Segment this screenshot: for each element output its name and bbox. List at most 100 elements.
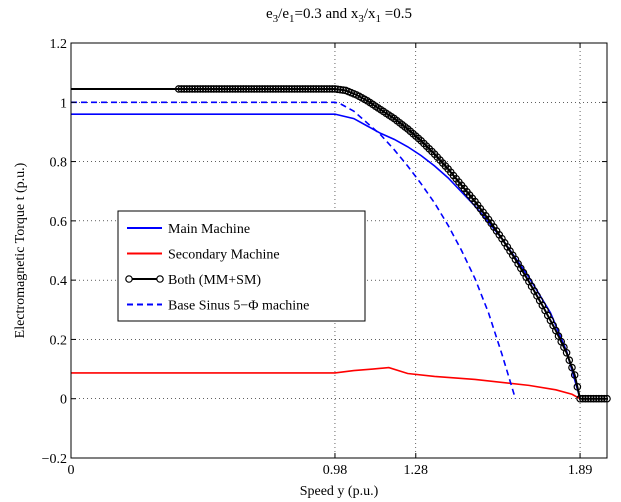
series-layer [71,85,611,403]
data-point-marker [183,85,191,93]
data-point-marker [258,85,267,93]
data-point-marker [185,85,194,93]
data-point-marker [223,85,232,93]
data-point-marker [589,394,598,403]
x-tick-label: 0 [68,463,75,478]
data-point-marker [312,85,320,93]
data-point-marker [301,85,310,93]
data-point-marker [578,394,587,403]
title-subscript: 3 [273,13,279,25]
x-tick-label: 1.89 [568,463,593,478]
data-point-marker [255,85,264,93]
y-tick-label: 1.2 [50,37,68,52]
legend-box [117,210,366,322]
data-point-marker [282,85,291,93]
data-point-marker [209,85,218,93]
data-point-marker [562,348,571,357]
title-subscript: 1 [376,13,382,25]
y-tick-label: 0.8 [50,156,68,171]
y-tick-label: 0.6 [50,215,68,230]
data-point-marker [253,85,261,93]
x-tick-label: 0.98 [323,463,348,478]
data-point-marker [323,85,331,93]
data-point-marker [290,85,299,93]
data-point-marker [218,85,226,93]
data-point-marker [277,85,285,93]
y-tick-label: −0.2 [42,452,67,467]
data-point-marker [320,85,328,93]
data-point-marker [199,85,207,93]
x-tick-label: 1.28 [404,463,429,478]
data-point-marker [304,85,312,93]
data-point-marker [271,85,280,93]
data-point-marker [317,85,326,93]
series-line-base-sinus-5-machine [71,101,517,399]
title-text-part: =0.5 [381,6,412,22]
data-point-marker [331,85,339,93]
y-tick-label: 1 [60,96,67,111]
data-point-marker [247,85,256,93]
data-point-marker [261,85,269,93]
data-point-marker [339,86,347,94]
data-point-marker [236,85,245,93]
data-point-marker [212,85,221,93]
data-point-marker [220,85,229,93]
data-point-marker [231,85,240,93]
data-point-marker [293,85,302,93]
legend-label: Secondary Machine [168,248,280,263]
data-point-marker [207,85,215,93]
data-point-marker [263,85,272,93]
title-text-part: /e [278,6,289,22]
data-point-marker [587,394,595,403]
data-point-marker [226,85,234,93]
data-point-marker [296,85,304,93]
data-point-marker [188,85,197,93]
legend: Main Machine Secondary Machine Both (MM+SM… [117,210,366,322]
data-point-marker [242,85,250,93]
data-point-marker [177,85,186,93]
title-text-part: =0.3 and x [294,6,358,22]
data-point-marker [180,85,188,93]
data-point-marker [600,394,609,403]
data-point-marker [196,85,205,93]
y-tick-label: 0 [60,393,67,408]
y-axis-label: Electromagnetic Torque t (p.u.) [13,162,28,338]
data-point-marker [266,85,275,93]
title-text-part: e [266,6,273,22]
legend-marker [156,275,164,283]
data-point-marker [581,394,590,403]
data-point-marker [244,85,253,93]
data-point-marker [584,394,592,403]
data-point-marker [201,85,210,93]
legend-label: Base Sinus 5−Φ machine [168,299,309,314]
data-point-marker [239,85,248,93]
data-point-marker [234,85,242,93]
x-axis-label: Speed y (p.u.) [300,484,379,499]
data-point-marker [592,394,601,403]
data-point-marker [328,85,337,93]
data-point-marker [274,85,283,93]
plot-area [70,42,608,459]
data-point-marker [570,371,579,379]
data-point-marker [576,394,584,403]
data-point-marker [325,85,334,93]
data-point-marker [565,356,574,364]
data-point-marker [573,383,582,391]
data-point-marker [288,85,296,93]
series-line-secondary-machine [71,366,581,400]
data-point-marker [314,85,323,93]
data-point-marker [228,85,237,93]
legend-marker [125,275,133,283]
data-point-marker [191,85,199,93]
data-point-marker [306,85,315,93]
data-point-marker [174,85,183,93]
data-point-marker [193,85,202,93]
title-subscript: 3 [358,13,364,25]
data-point-marker [250,85,258,93]
data-point-marker [333,85,342,94]
data-point-marker [336,85,345,94]
axis-ticks: 0 0.98 1.28 1.89−0.200.20.40.60.811.2 [42,37,607,478]
y-tick-label: 0.2 [50,333,68,348]
y-tick-label: 0.4 [50,274,68,289]
